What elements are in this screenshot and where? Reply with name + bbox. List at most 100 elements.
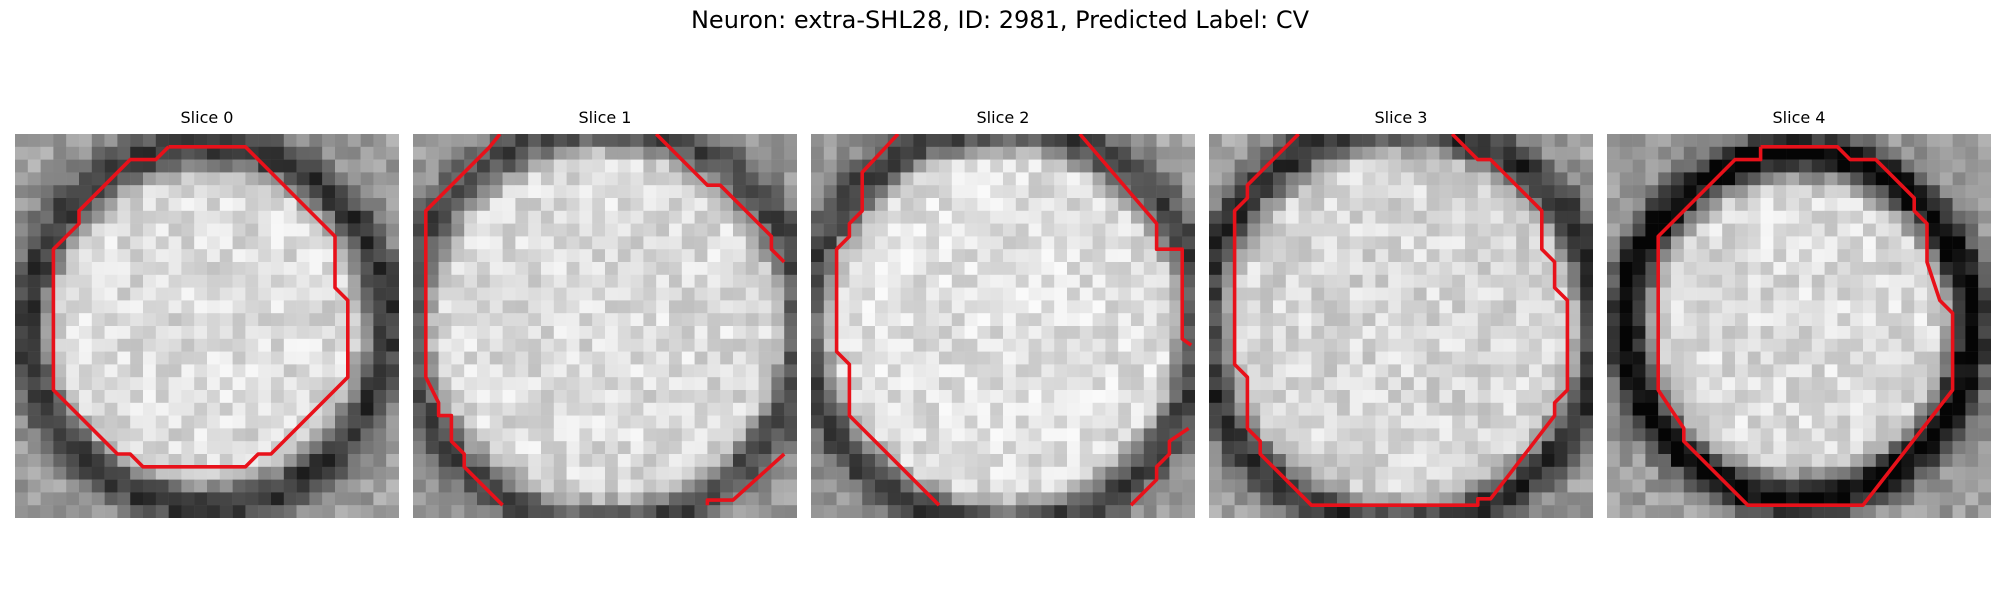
pixel (502, 300, 516, 314)
pixel (1105, 134, 1119, 148)
pixel (887, 274, 901, 288)
pixel (1092, 351, 1106, 365)
pixel (489, 428, 503, 442)
pixel (1362, 287, 1376, 301)
pixel (1541, 274, 1555, 288)
pixel (1118, 377, 1132, 391)
pixel (502, 262, 516, 276)
pixel (1260, 338, 1274, 352)
pixel (155, 134, 169, 148)
pixel (1452, 415, 1466, 429)
pixel (1426, 326, 1440, 340)
pixel (1554, 479, 1568, 493)
pixel (1247, 134, 1261, 148)
pixel (143, 505, 157, 518)
pixel (1092, 492, 1106, 506)
pixel (887, 300, 901, 314)
pixel (143, 454, 157, 468)
pixel (1247, 300, 1261, 314)
pixel (617, 287, 631, 301)
pixel (1554, 172, 1568, 186)
pixel (553, 236, 567, 250)
pixel (1015, 492, 1029, 506)
pixel (811, 198, 825, 212)
pixel (1413, 313, 1427, 327)
pixel (1939, 236, 1953, 250)
pixel (1837, 466, 1851, 480)
pixel (1054, 415, 1068, 429)
pixel (79, 454, 93, 468)
pixel (1850, 223, 1864, 237)
pixel (258, 146, 272, 160)
pixel (630, 159, 644, 173)
pixel (1683, 223, 1697, 237)
pixel (823, 466, 837, 480)
pixel (1067, 134, 1081, 148)
pixel (1503, 210, 1517, 224)
pixel (1426, 466, 1440, 480)
pixel (1978, 377, 1991, 391)
pixel (823, 505, 837, 518)
pixel (219, 428, 233, 442)
pixel (104, 390, 118, 404)
pixel (79, 249, 93, 263)
pixel (617, 146, 631, 160)
pixel (900, 377, 914, 391)
pixel (720, 300, 734, 314)
pixel (1978, 390, 1991, 404)
pixel (1722, 428, 1736, 442)
pixel (745, 402, 759, 416)
pixel (1760, 454, 1774, 468)
pixel (926, 415, 940, 429)
pixel (477, 466, 491, 480)
pixel (836, 172, 850, 186)
pixel (181, 428, 195, 442)
pixel (322, 454, 336, 468)
pixel (887, 441, 901, 455)
pixel (771, 338, 785, 352)
pixel (900, 159, 914, 173)
pixel (1375, 415, 1389, 429)
pixel (79, 326, 93, 340)
pixel (1773, 364, 1787, 378)
pixel (707, 479, 721, 493)
pixel (1311, 313, 1325, 327)
pixel (1247, 454, 1261, 468)
pixel (168, 223, 182, 237)
pixel (541, 377, 555, 391)
pixel (425, 441, 439, 455)
pixel (207, 505, 221, 518)
pixel (887, 377, 901, 391)
pixel (1028, 262, 1042, 276)
pixel (477, 377, 491, 391)
pixel (758, 479, 772, 493)
pixel (1490, 441, 1504, 455)
pixel (1311, 223, 1325, 237)
pixel (1426, 223, 1440, 237)
pixel (1567, 172, 1581, 186)
pixel (1811, 428, 1825, 442)
pixel (1285, 198, 1299, 212)
pixel (477, 223, 491, 237)
pixel (219, 415, 233, 429)
pixel (656, 390, 670, 404)
pixel (1209, 505, 1223, 518)
pixel (1607, 198, 1621, 212)
pixel (194, 313, 208, 327)
pixel (1503, 146, 1517, 160)
pixel (1105, 198, 1119, 212)
pixel (681, 146, 695, 160)
pixel (1824, 274, 1838, 288)
pixel (1169, 326, 1183, 340)
pixel (347, 351, 361, 365)
pixel (1901, 492, 1915, 506)
pixel (207, 287, 221, 301)
pixel (566, 274, 580, 288)
pixel (1786, 223, 1800, 237)
pixel (207, 338, 221, 352)
pixel (40, 287, 54, 301)
pixel (1349, 172, 1363, 186)
pixel (1452, 326, 1466, 340)
pixel (1939, 492, 1953, 506)
pixel (489, 338, 503, 352)
